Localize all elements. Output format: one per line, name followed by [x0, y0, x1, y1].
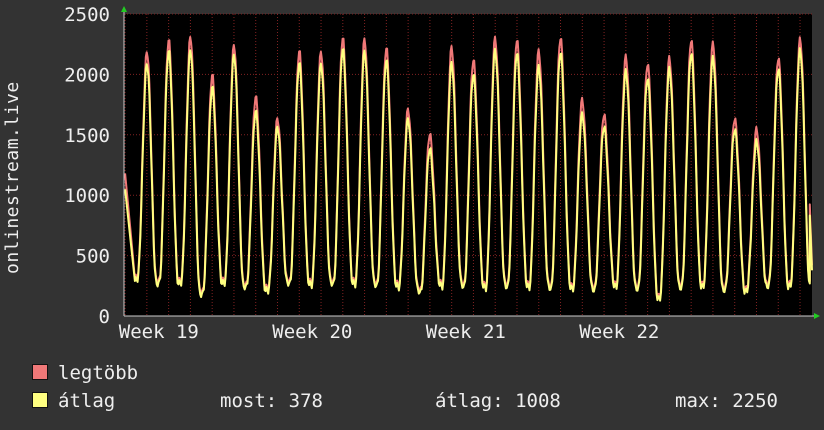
x-axis-arrow	[814, 313, 820, 319]
y-axis-label: onlinestream.live	[2, 81, 23, 274]
y-tick-label: 0	[99, 306, 110, 328]
y-axis-arrow	[121, 6, 127, 12]
stat-average: átlag: 1008	[435, 390, 561, 412]
tick-labels: 0 500 1000 1500 2000 2500 Week 19 Week 20 Week 2…	[64, 4, 659, 343]
y-tick-label: 2000	[64, 64, 110, 86]
series-line-average	[124, 47, 813, 302]
legend-item-max: legtöbb	[32, 362, 138, 384]
y-tick-label: 500	[76, 246, 110, 268]
stat-max: max: 2250	[675, 390, 778, 412]
legend-label-average: átlag	[58, 390, 116, 412]
axes	[121, 6, 820, 319]
legend-swatch-average	[32, 392, 48, 408]
legend-item-average: átlag	[32, 390, 115, 412]
grid	[124, 13, 812, 316]
x-tick-label: Week 19	[119, 321, 199, 343]
legend-swatch-max	[32, 364, 48, 380]
stat-now: most: 378	[220, 390, 323, 412]
y-tick-label: 1000	[64, 185, 110, 207]
x-tick-label: Week 22	[579, 321, 659, 343]
y-tick-label: 2500	[64, 4, 110, 26]
series-layer	[124, 35, 813, 302]
y-tick-label: 1500	[64, 125, 110, 147]
x-tick-label: Week 21	[426, 321, 506, 343]
legend-label-max: legtöbb	[58, 362, 139, 384]
x-tick-label: Week 20	[272, 321, 352, 343]
